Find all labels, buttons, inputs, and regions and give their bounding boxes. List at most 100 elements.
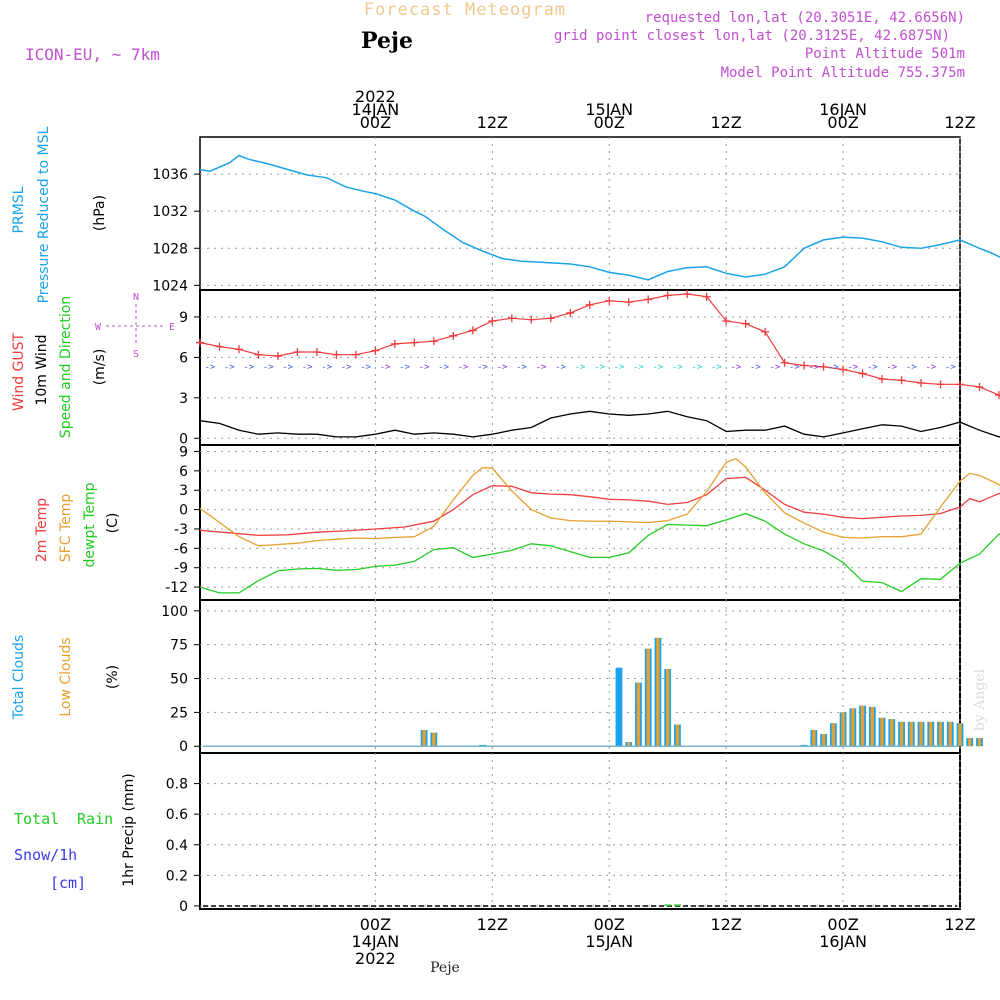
wind-gust-marker [449,331,458,340]
low-cloud-bar [899,721,904,747]
pressure-unit: (hPa) [92,195,108,231]
wind-gust-marker [468,326,477,335]
compass-s: S [133,349,139,360]
wind-direction-arrow: -> [692,362,703,372]
low-cloud-bar [636,682,641,747]
wind-gust-marker [196,338,204,347]
wind-gust-marker [312,348,321,356]
wind-direction-arrow: -> [867,362,878,372]
bottom-time-label: 14JAN [352,932,400,951]
low-cloud-bar [656,637,660,747]
wind-gust-marker [488,317,497,325]
wind-ytick-label: 3 [179,391,188,407]
wind-gust-marker [917,379,926,387]
wind-direction-arrow: -> [282,362,293,372]
wind-direction-arrow: -> [789,362,800,372]
wind-direction-arrow: -> [750,362,761,372]
wind-direction-arrow: -> [575,362,586,372]
data-marks: -> -> -> -> -> -> -> -> -> -> -> -> -> -> -> -> -> -> -> ->… [196,154,1000,907]
low-cloud-bar [675,724,680,747]
wind-gust-marker [683,290,692,299]
wind-gust-marker [897,376,906,385]
low-cloud-bar [665,669,670,747]
requested-coords: requested lon,lat (20.3051E, 42.6656N) [645,10,965,26]
compass-w: W [95,322,102,333]
wind-gust-marker [702,292,711,301]
low-cloud-bar [821,734,826,747]
wind-gust-marker [527,315,536,324]
pressure-ytick-label: 1036 [152,167,188,183]
wind-direction-arrow: -> [711,362,722,372]
wind-gust-marker [819,362,828,371]
total-rain-label: Total [14,810,59,828]
low-clouds-label: Low Clouds [58,637,74,716]
wind-gust-marker [351,350,360,359]
temperature-ytick-label: 0 [179,503,188,519]
wind-direction-arrow: -> [828,362,839,372]
top-time-label: 00Z [594,113,625,132]
point-altitude: Point Altitude 501m [805,46,965,62]
wind-direction-arrow: -> [302,362,313,372]
bottom-time-label: 12Z [477,915,508,934]
sfc-temp-label: SFC Temp [58,494,74,563]
wind-direction-arrow: -> [633,362,644,372]
wind-gust-marker [644,295,653,304]
pressure-ytick-label: 1028 [152,241,188,257]
wind-gust-marker [410,338,419,347]
axis-ticks: 10241028103210360369-12-9-6-303690255075… [152,87,975,968]
compass-n: N [133,292,139,303]
wind-direction-arrow: -> [555,362,566,372]
precipitation-ytick-label: 0.8 [166,777,188,793]
low-cloud-bar [860,705,865,747]
temperature-ytick-label: 9 [179,444,188,460]
wind-dir-label: Speed and Direction [58,296,74,438]
wind-gust-marker [507,314,516,323]
wind-direction-arrow: -> [594,362,605,372]
total-cloud-bar [615,667,623,747]
wind-direction-arrow: -> [906,362,917,372]
precipitation-ytick-label: 0.6 [166,807,188,823]
dewpoint-label: dewpt Temp [82,482,98,567]
low-cloud-bar [851,708,855,747]
wind-direction-arrow: -> [360,362,371,372]
bottom-time-label: 00Z [594,915,625,934]
precip-unit: 1hr Precip (mm) [121,773,137,886]
wind-gust-marker [390,339,399,348]
wind-gust-marker [624,298,633,307]
wind-direction-arrow: -> [808,362,819,372]
temp-unit: (C) [105,513,121,534]
low-cloud-bar [948,721,952,747]
clouds-ytick-label: 0 [179,739,188,755]
wind-direction-arrow: -> [477,362,488,372]
low-cloud-bar [968,738,972,747]
wind-gust-marker [722,317,731,325]
wind-gust-marker [273,352,282,361]
bottom-time-label: 00Z [827,915,858,934]
wind-gust-marker [975,383,984,392]
grid-point-coords: grid point closest lon,lat (20.3125E, 42… [554,28,950,44]
wind-direction-arrow: -> [380,362,391,372]
wind-gust-marker [546,314,555,323]
wind-gust-marker [293,348,302,356]
bottom-time-label: 12Z [710,915,741,934]
low-cloud-bar [812,729,816,747]
prmsl-full-label: Pressure Reduced to MSL [36,126,52,303]
wind-gust-label: Wind GUST [11,332,27,411]
wind-gust-marker [215,342,224,351]
wind-direction-arrow: -> [730,362,741,372]
low-cloud-bar [977,738,982,747]
wind-direction-arrow: -> [243,362,254,372]
wind-direction-arrow: -> [419,362,430,372]
compass-rose: N S W E [95,292,175,360]
low-cloud-bar [841,712,845,747]
bottom-time-label: 2022 [355,949,396,968]
wind-unit: (m/s) [92,349,108,386]
wind-direction-arrow: -> [769,362,780,372]
clouds-ytick-label: 50 [170,672,188,688]
bottom-time-label: 16JAN [819,932,867,951]
low-cloud-bar [958,723,962,747]
t2m-line [199,476,1000,537]
top-time-label: 15JAN [585,100,633,119]
wind-direction-arrow: -> [321,362,332,372]
wind-gust-marker [800,361,809,370]
